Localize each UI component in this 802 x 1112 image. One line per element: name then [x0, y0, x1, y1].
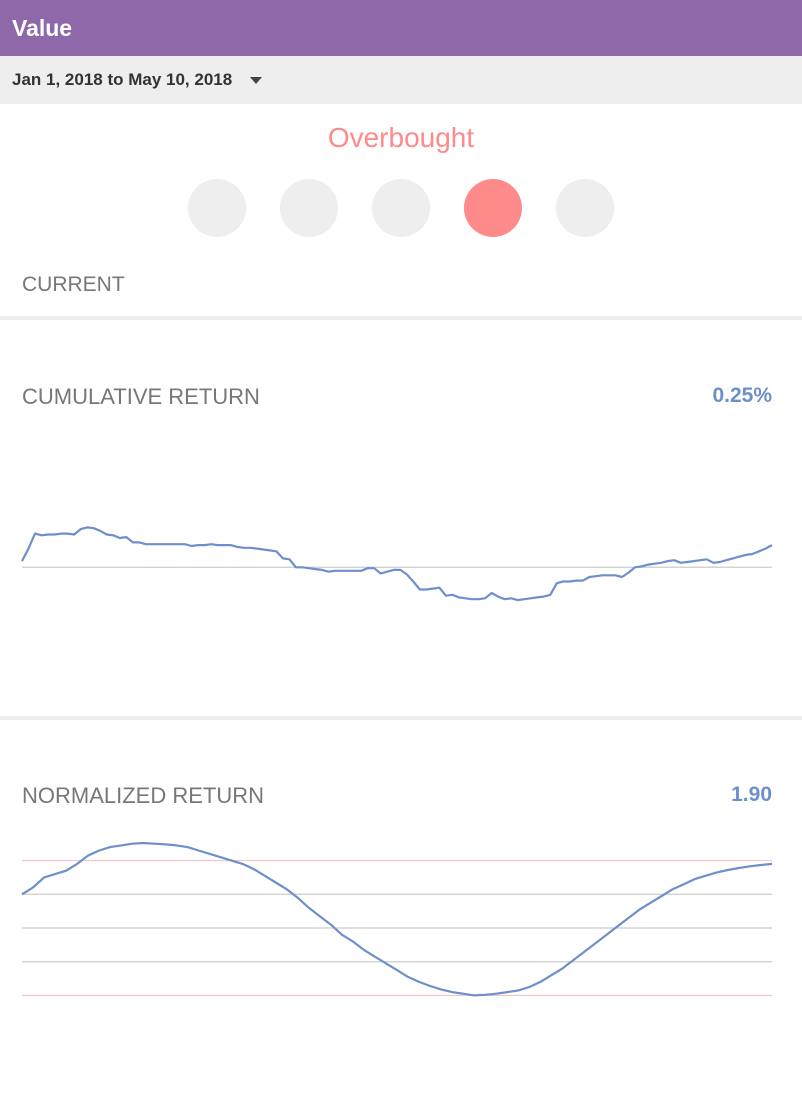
signal-dot	[188, 179, 246, 237]
normalized-return-title: NORMALIZED RETURN	[22, 783, 265, 808]
cumulative-return-title: CUMULATIVE RETURN	[22, 384, 260, 409]
normalized-return-panel: NORMALIZED RETURN 1.90	[0, 720, 802, 1112]
chevron-down-icon	[250, 76, 263, 84]
date-range-label: Jan 1, 2018 to May 10, 2018	[12, 70, 233, 89]
section-divider	[0, 316, 802, 320]
section-divider	[0, 716, 802, 720]
cumulative-return-value: 0.25%	[712, 384, 772, 407]
signal-dot	[280, 179, 338, 237]
app-header: Value	[0, 0, 802, 56]
series-line	[21, 841, 773, 997]
date-range-selector[interactable]: Jan 1, 2018 to May 10, 2018	[0, 56, 802, 104]
cumulative-return-chart	[21, 526, 773, 602]
page-title: Value	[12, 14, 73, 41]
cumulative-return-panel: CUMULATIVE RETURN 0.25%	[0, 320, 802, 716]
signal-indicator: Overbought CURRENT	[0, 104, 802, 316]
signal-dot	[556, 179, 614, 237]
series-line	[21, 526, 773, 602]
signal-level-dots	[0, 179, 802, 237]
normalized-return-value: 1.90	[731, 783, 772, 806]
current-label: CURRENT	[22, 273, 125, 296]
signal-status-label: Overbought	[327, 122, 475, 153]
normalized-return-chart	[21, 841, 773, 997]
signal-dot	[372, 179, 430, 237]
signal-dot-active	[464, 179, 522, 237]
